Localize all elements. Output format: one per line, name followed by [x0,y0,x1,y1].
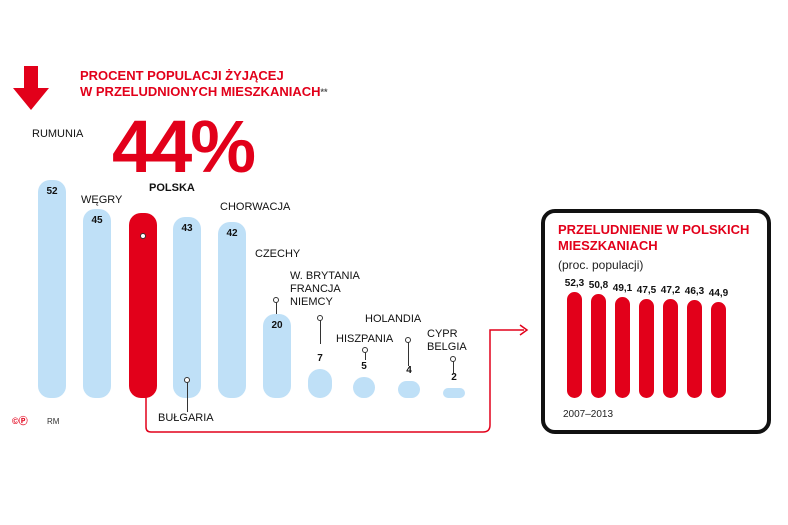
bar-value-label: 42 [226,227,238,239]
leader-hiszpania-line [365,352,366,360]
down-arrow-icon [13,66,49,110]
bar-value-label: 4 [406,365,412,377]
leader-polska-dot [140,233,146,239]
panel-bar-value-label: 50,8 [588,280,609,292]
bar-1 [38,179,66,398]
bar-value-label: 45 [91,215,103,226]
label-rumunia: RUMUNIA [32,128,84,140]
panel-bar-value-label: 46,3 [684,286,705,298]
panel-bar-value-label: 44,9 [708,288,729,299]
bar-value-label: 52 [46,185,58,197]
panel-bar-7 [711,302,726,398]
label-hiszpania: HISZPANIA [336,333,394,345]
leader-cypr-belgia-line [453,361,454,373]
panel-bar-value-label: 47,2 [660,285,681,296]
poland-trend-panel [541,209,771,434]
bar-value-label: 7 [317,352,323,364]
bar-8 [353,377,375,398]
panel-bar-value-label: 52,3 [564,278,585,290]
chart-title: PROCENT POPULACJI ŻYJĄCEJ W PRZELUDNIONY… [80,68,328,100]
chart-title-line1: PROCENT POPULACJI ŻYJĄCEJ [80,68,284,83]
leader-uk-fr-de-line [320,320,321,344]
copyright-logo: ©Ⓟ [12,416,28,426]
bar-6 [263,314,291,398]
label-cypr-belgia: CYPR BELGIA [427,328,467,353]
headline-value: 44% [112,105,256,188]
leader-bulgaria-line [187,382,188,412]
bar-value-label: 20 [271,320,283,331]
bar-5 [218,221,246,398]
author-initials: RM [47,417,60,426]
panel-bar-value-label: 49,1 [612,282,633,294]
panel-bar-5 [663,299,678,398]
panel-bar-3 [615,296,630,398]
chart-title-line2: W PRZELUDNIONYCH MIESZKANIACH** [80,84,328,99]
bar-value-label: 5 [361,361,367,372]
panel-title: PRZELUDNIENIE W POLSKICH MIESZKANIACH [558,222,750,253]
label-uk-fr-de: W. BRYTANIA FRANCJA NIEMCY [290,270,360,308]
panel-x-range: 2007–2013 [563,409,614,420]
label-czechy: CZECHY [255,248,301,260]
panel-bar-1 [567,292,582,398]
label-holandia: HOLANDIA [365,313,422,325]
bar-2 [83,209,111,398]
label-chorwacja: CHORWACJA [220,201,291,213]
bar-3 [129,213,157,398]
bar-value-label: 43 [181,223,193,235]
bar-10 [443,388,465,398]
bar-9 [398,381,420,398]
bar-4 [173,217,201,398]
leader-czechy-line [276,302,277,314]
panel-subtitle: (proc. populacji) [558,258,644,272]
label-bulgaria: BUŁGARIA [158,412,214,424]
panel-bar-4 [639,298,654,398]
leader-holandia-line [408,342,409,366]
bar-value-label: 2 [451,372,457,383]
label-wegry: WĘGRY [81,194,123,206]
panel-bar-2 [591,294,606,398]
panel-bar-6 [687,300,702,398]
label-polska: POLSKA [149,182,195,194]
panel-bar-value-label: 47,5 [636,284,657,296]
footnote-mark: ** [320,87,328,97]
bar-7 [308,368,332,398]
